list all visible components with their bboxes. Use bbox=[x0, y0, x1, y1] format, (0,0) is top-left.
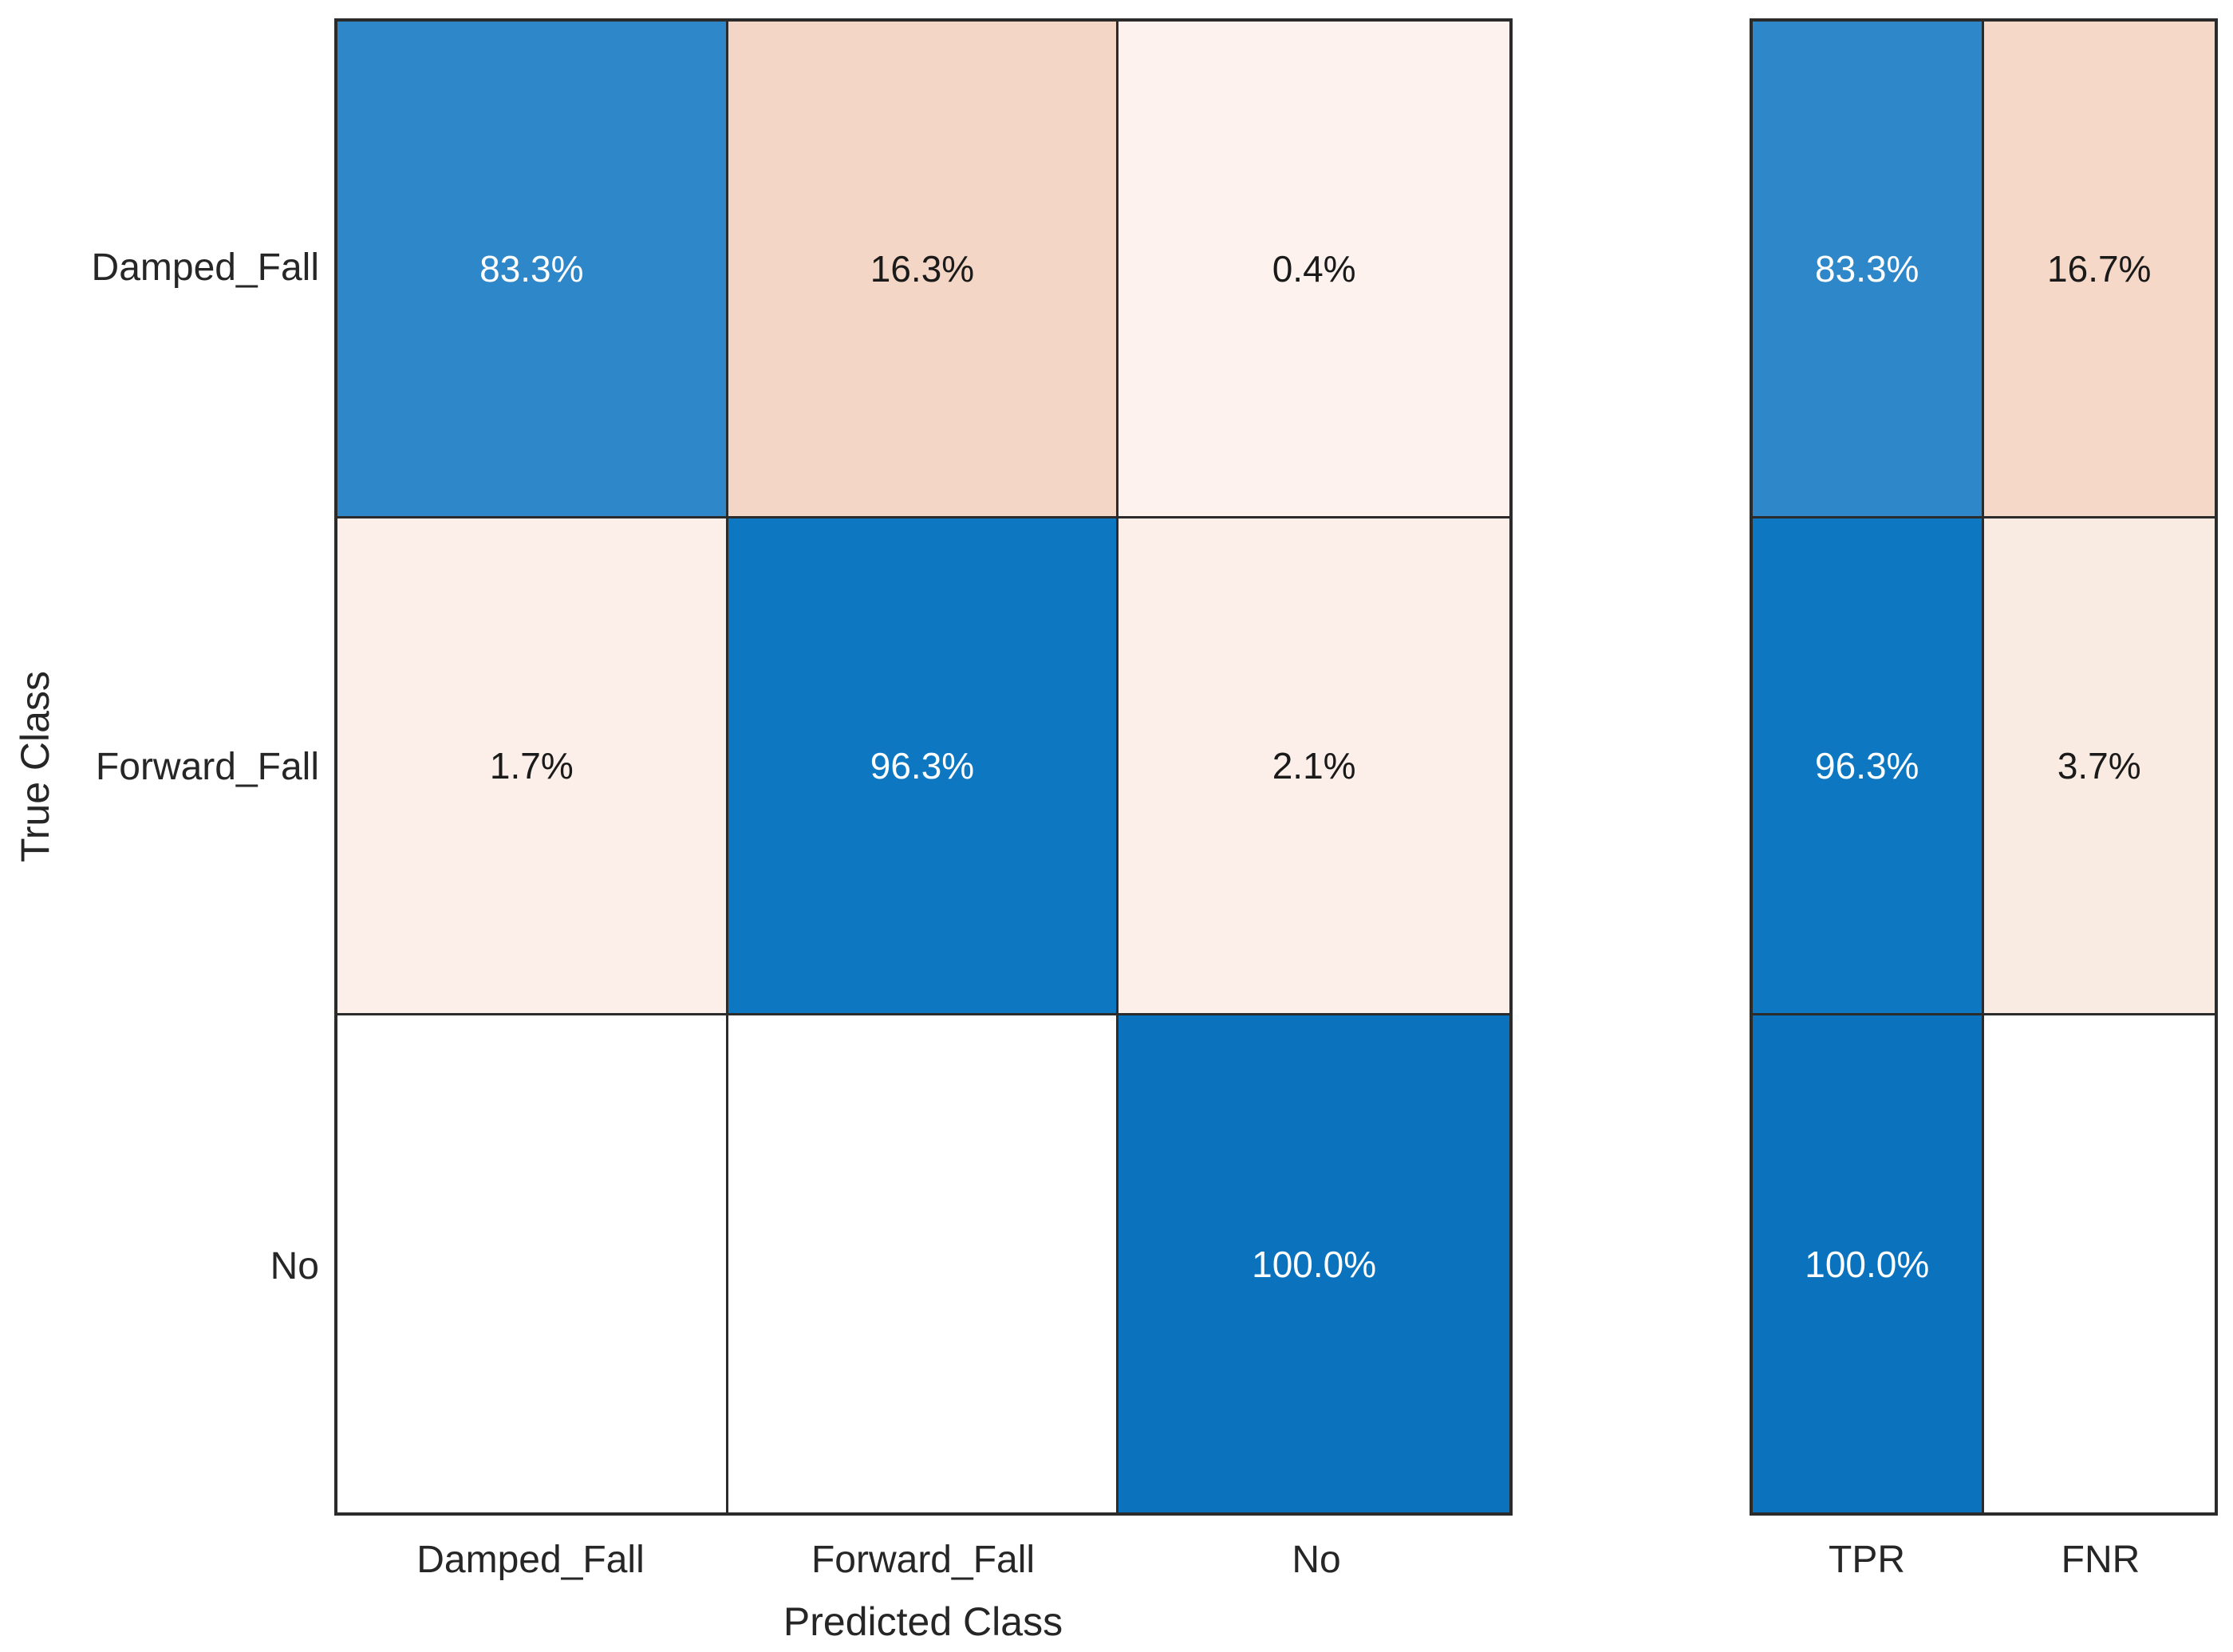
x-tick-tpr: TPR bbox=[1829, 1539, 1905, 1581]
matrix-cell-r1c3: 0.4% bbox=[1118, 22, 1509, 518]
y-tick-forward-fall: Forward_Fall bbox=[95, 746, 319, 788]
matrix-cell-r3c2 bbox=[728, 1015, 1119, 1512]
summary-cell-r1-tpr: 83.3% bbox=[1753, 22, 1984, 518]
summary-cell-r3-tpr: 100.0% bbox=[1753, 1015, 1984, 1512]
matrix-cell-r1c1: 83.3% bbox=[337, 22, 728, 518]
matrix-cell-r2c3: 2.1% bbox=[1118, 518, 1509, 1015]
matrix-cell-r2c1: 1.7% bbox=[337, 518, 728, 1015]
x-tick-no: No bbox=[1292, 1539, 1341, 1581]
matrix-cell-r1c2: 16.3% bbox=[728, 22, 1119, 518]
matrix-cell-r3c1 bbox=[337, 1015, 728, 1512]
matrix-cell-r2c2: 96.3% bbox=[728, 518, 1119, 1015]
summary-cell-r1-fnr: 16.7% bbox=[1983, 22, 2215, 518]
y-tick-no: No bbox=[270, 1245, 319, 1287]
summary-cell-r3-fnr bbox=[1983, 1015, 2215, 1512]
summary-cell-r2-fnr: 3.7% bbox=[1983, 518, 2215, 1015]
x-tick-damped-fall: Damped_Fall bbox=[416, 1539, 645, 1581]
y-tick-damped-fall: Damped_Fall bbox=[91, 246, 319, 289]
x-tick-fnr: FNR bbox=[2061, 1539, 2140, 1581]
summary-cell-r2-tpr: 96.3% bbox=[1753, 518, 1984, 1015]
x-axis-label: Predicted Class bbox=[783, 1599, 1063, 1644]
x-tick-forward-fall: Forward_Fall bbox=[811, 1539, 1036, 1581]
confusion-matrix-grid: 83.3% 16.3% 0.4% 1.7% 96.3% 2.1% 100.0% bbox=[334, 18, 1513, 1516]
matrix-cell-r3c3: 100.0% bbox=[1118, 1015, 1509, 1512]
row-summary-grid: 83.3% 16.7% 96.3% 3.7% 100.0% bbox=[1750, 18, 2218, 1516]
